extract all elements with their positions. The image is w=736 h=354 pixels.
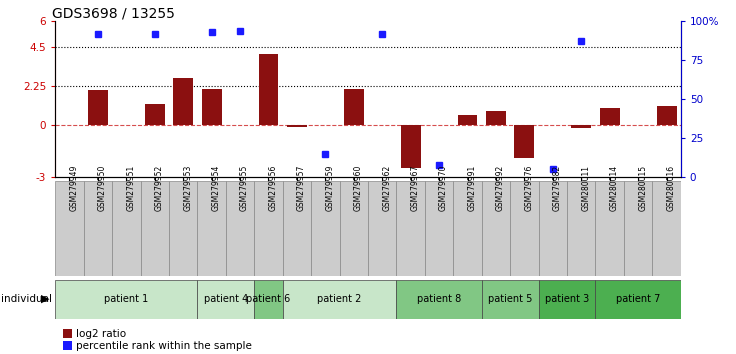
Bar [197,181,226,276]
Bar [141,181,169,276]
Bar [287,125,307,127]
Bar [254,280,283,319]
Text: GSM279952: GSM279952 [155,165,163,211]
Bar [567,181,595,276]
Text: GSM279970: GSM279970 [439,165,448,211]
Text: log2 ratio: log2 ratio [76,329,126,339]
Bar [169,181,197,276]
Bar [368,181,397,276]
Bar [226,181,254,276]
Text: GSM279953: GSM279953 [183,165,192,211]
Bar [55,280,197,319]
Text: GSM280015: GSM280015 [638,165,647,211]
Bar [55,181,84,276]
Text: GSM279954: GSM279954 [212,165,221,211]
Text: GSM279950: GSM279950 [98,165,107,211]
Bar [657,106,676,125]
Bar [539,280,595,319]
Bar [425,181,453,276]
Bar [514,125,534,158]
Text: patient 7: patient 7 [616,294,660,304]
Bar [84,181,112,276]
Bar [145,104,165,125]
Bar [339,181,368,276]
Text: GSM280011: GSM280011 [581,165,590,211]
Text: percentile rank within the sample: percentile rank within the sample [76,341,252,350]
Text: GSM279951: GSM279951 [127,165,135,211]
Bar [539,181,567,276]
Bar [197,280,254,319]
Text: GSM279955: GSM279955 [240,165,249,211]
Text: patient 1: patient 1 [105,294,149,304]
Text: GSM279959: GSM279959 [325,165,334,211]
Text: GSM279957: GSM279957 [297,165,306,211]
Bar [453,181,482,276]
Text: GSM279982: GSM279982 [553,165,562,211]
Text: patient 8: patient 8 [417,294,461,304]
Bar [202,89,222,125]
Text: individual: individual [1,294,52,304]
Bar [397,280,482,319]
Bar [600,108,620,125]
Bar [595,280,681,319]
Text: GSM279960: GSM279960 [354,165,363,211]
Bar [88,91,107,125]
Text: GSM279991: GSM279991 [467,165,476,211]
Bar [397,181,425,276]
Text: GSM280016: GSM280016 [667,165,676,211]
Bar [482,280,539,319]
Text: GSM279976: GSM279976 [524,165,534,211]
Bar [173,78,193,125]
Bar [344,89,364,125]
Text: patient 4: patient 4 [204,294,248,304]
Text: patient 6: patient 6 [247,294,291,304]
Text: patient 3: patient 3 [545,294,590,304]
Text: GSM279962: GSM279962 [382,165,392,211]
Text: GSM279956: GSM279956 [269,165,277,211]
Text: GSM280014: GSM280014 [609,165,619,211]
Bar [595,181,624,276]
Text: GDS3698 / 13255: GDS3698 / 13255 [52,6,175,20]
Bar [510,181,539,276]
Bar [311,181,339,276]
Bar [624,181,652,276]
Text: patient 5: patient 5 [488,294,532,304]
Bar [400,125,420,169]
Bar [571,125,591,128]
Bar [254,181,283,276]
Bar [482,181,510,276]
Text: GSM279992: GSM279992 [496,165,505,211]
Text: ▶: ▶ [41,294,50,304]
Bar [112,181,141,276]
Text: GSM279967: GSM279967 [411,165,420,211]
Bar [486,111,506,125]
Text: patient 2: patient 2 [317,294,362,304]
Bar [283,280,397,319]
Bar [283,181,311,276]
Bar [652,181,681,276]
Bar [258,54,278,125]
Text: GSM279949: GSM279949 [69,165,79,211]
Bar [458,115,478,125]
